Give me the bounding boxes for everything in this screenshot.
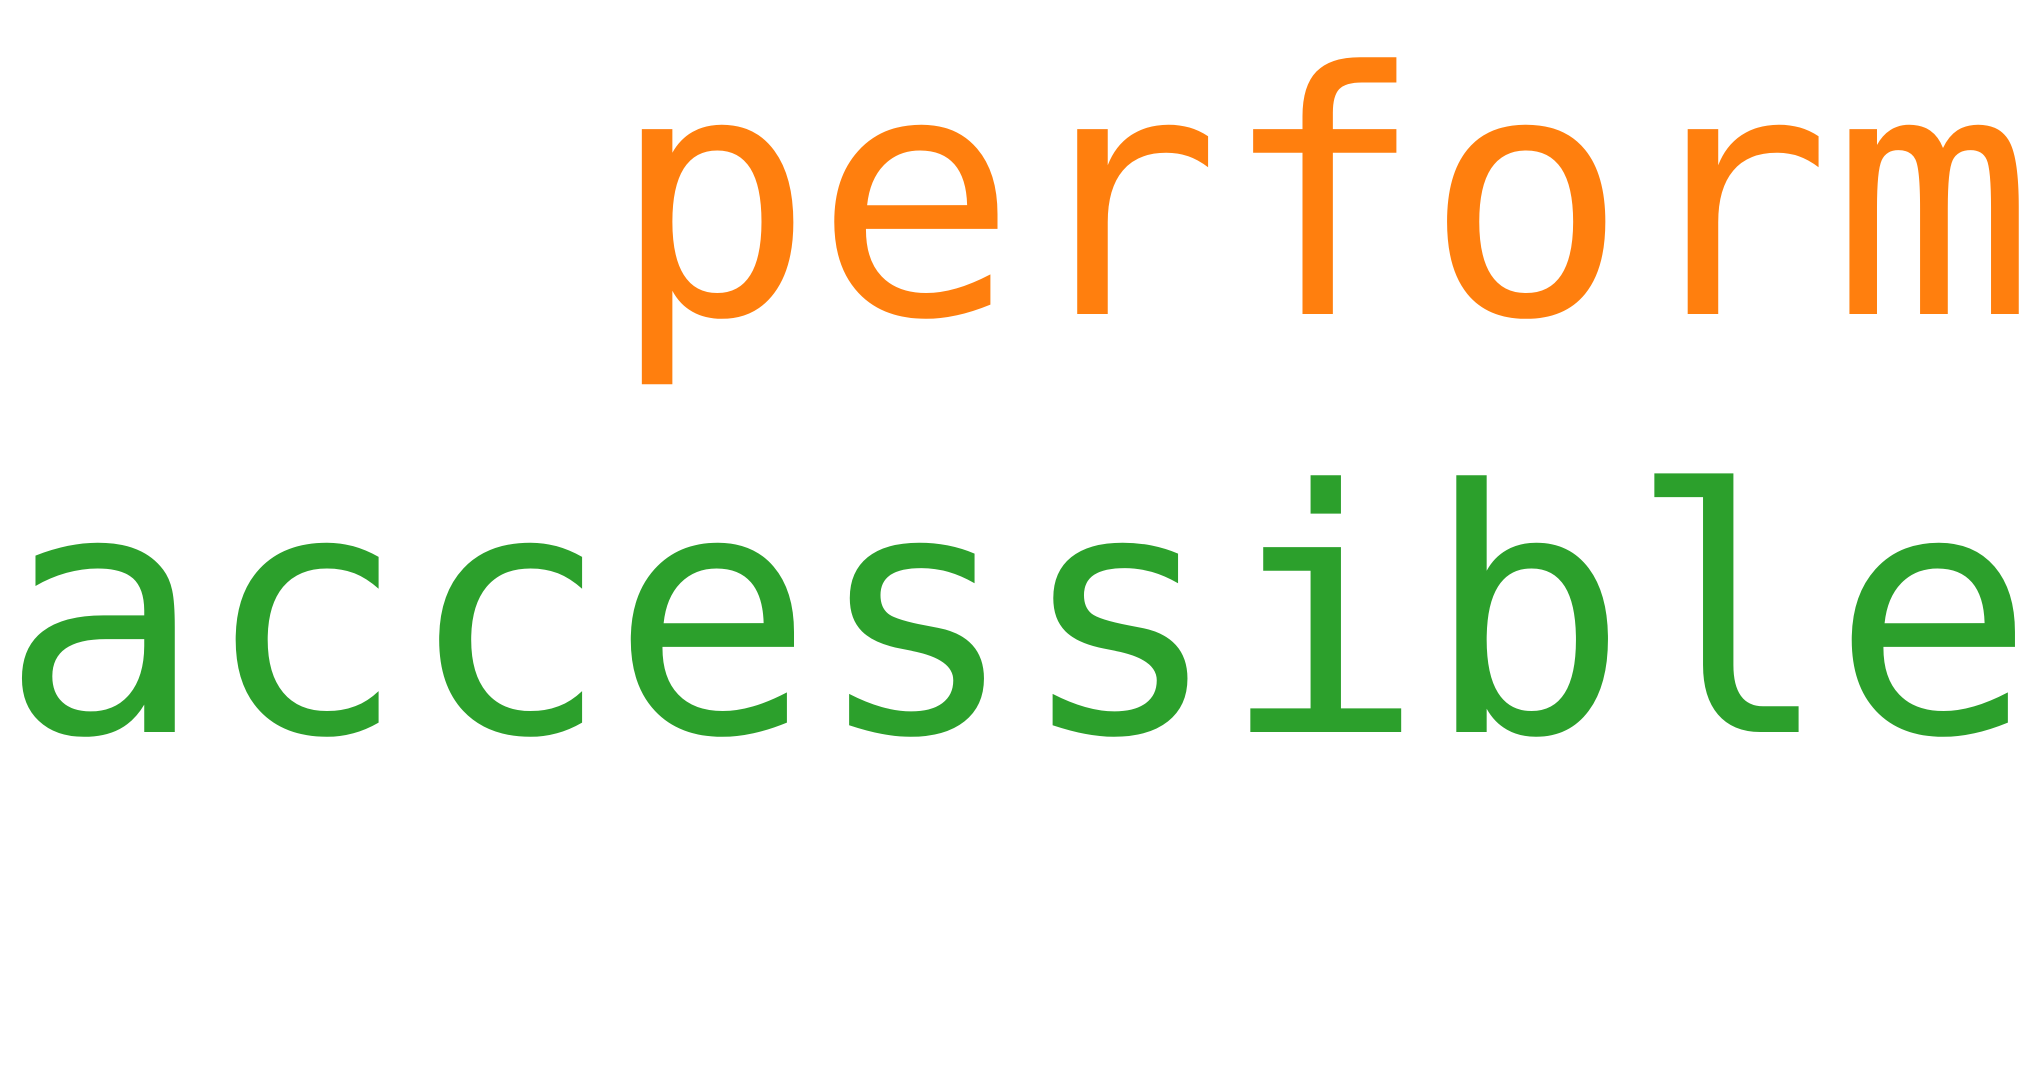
word-accessible: accessible <box>0 418 2035 812</box>
word-perform: perform <box>0 0 2035 394</box>
